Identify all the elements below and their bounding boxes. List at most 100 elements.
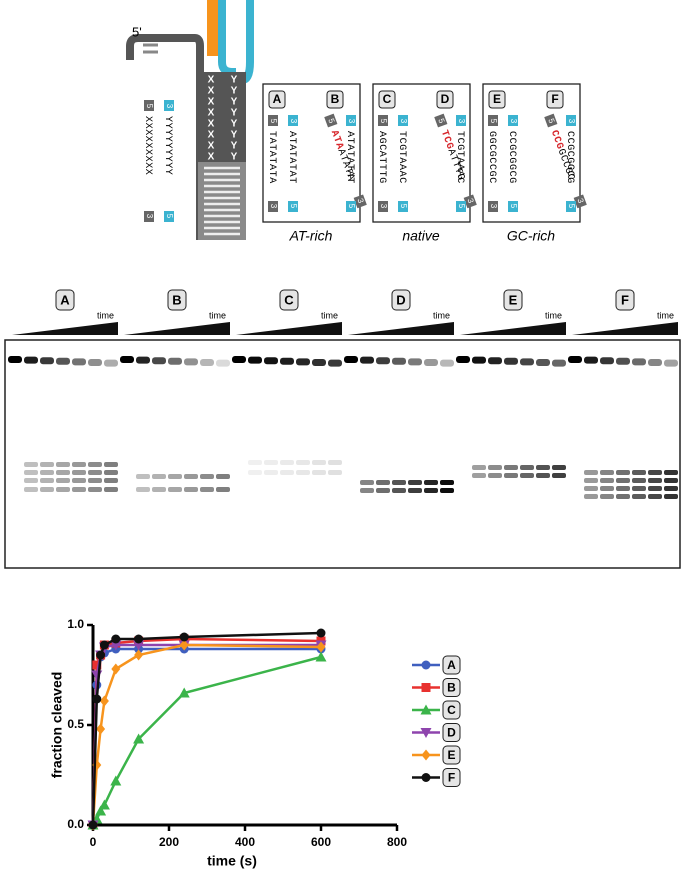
strand-sequence: GGCGCCGC [486, 131, 497, 184]
y-tick-label: 0.5 [67, 717, 84, 731]
y-tick-label: 1.0 [67, 617, 84, 631]
band [40, 462, 54, 467]
sequence: TCGTAAAC [396, 131, 407, 184]
panel-label-box [326, 90, 344, 109]
sequence: ATATATAT [286, 131, 297, 184]
legend-label: E [447, 748, 455, 762]
band [472, 473, 486, 478]
strand-end [566, 115, 576, 126]
panel-label: F [551, 92, 558, 106]
strand-end [164, 100, 174, 111]
band [408, 480, 422, 485]
marker [110, 640, 122, 651]
band [216, 487, 230, 492]
lane-label-box [391, 289, 411, 311]
strand-end-label: 3 [509, 119, 518, 124]
marker [111, 663, 121, 675]
orange-strand [207, 0, 219, 56]
lane-label-box [55, 289, 75, 311]
band [72, 487, 86, 492]
panel-label-box [546, 90, 564, 109]
band [232, 356, 246, 363]
band [56, 487, 70, 492]
band [584, 478, 598, 483]
strand: 3 CCGCGGCG 5 [506, 115, 518, 212]
box-caption: GC-rich [507, 228, 555, 244]
band [568, 356, 582, 363]
box-caption: native [402, 228, 440, 244]
x-tick-label: 600 [311, 835, 331, 849]
panel-label: D [441, 92, 450, 106]
x-tick-label: 400 [235, 835, 255, 849]
marker [179, 639, 189, 651]
band [520, 473, 534, 478]
legend-label: A [447, 658, 456, 672]
band [488, 357, 502, 365]
band [88, 478, 102, 483]
marker [133, 640, 145, 651]
band [440, 359, 454, 367]
time-label: time [97, 310, 114, 320]
band [264, 470, 278, 475]
band [24, 487, 38, 492]
sequence: XXXXXXXXX [142, 116, 153, 175]
band [88, 462, 102, 467]
band [360, 480, 374, 485]
helix-top [198, 72, 246, 162]
band [200, 487, 214, 492]
band [104, 359, 118, 367]
panel-label: C [383, 92, 392, 106]
marker [316, 628, 326, 638]
strand-sequence: ATATATAT [344, 131, 355, 184]
strand-end [324, 113, 338, 128]
band [616, 486, 630, 491]
band [472, 356, 486, 364]
strand-end [346, 201, 356, 212]
band [280, 460, 294, 465]
band [664, 486, 678, 491]
marker [88, 820, 98, 830]
band [360, 488, 374, 493]
band [72, 358, 86, 366]
rungs: X Y X Y X Y X Y X Y X Y X Y X Y [204, 75, 240, 236]
strand-end [488, 115, 498, 126]
band [296, 460, 310, 465]
box-caption: AT-rich [289, 228, 333, 244]
marker [99, 695, 109, 707]
marker [110, 775, 122, 786]
band [280, 357, 294, 365]
strand-end-label: 3 [567, 119, 576, 124]
sequence: CCGCGGCG [564, 131, 575, 184]
five-prime: 5' [132, 24, 142, 39]
band [584, 470, 598, 475]
band [376, 488, 390, 493]
panel-label: E [493, 92, 501, 106]
band [664, 478, 678, 483]
band [40, 357, 54, 365]
strand-end [378, 115, 388, 126]
marker [178, 687, 190, 698]
strand: 5 TATATATA 3 [266, 115, 278, 212]
strand: 5 XXXXXXXXX 3 [142, 100, 154, 222]
band [424, 359, 438, 366]
strand-end-label: 5 [399, 204, 408, 209]
band [280, 470, 294, 475]
marker [134, 649, 144, 661]
band [152, 474, 166, 479]
band [360, 356, 374, 364]
helix-letter: Y [231, 86, 238, 97]
helix-letter: X [208, 75, 215, 86]
strand-sequence: TCGTAAAC [454, 131, 465, 184]
band [600, 470, 614, 475]
dna-schematic: X Y X Y X Y X Y X Y X Y X Y X Y 5' [126, 0, 254, 240]
band [264, 460, 278, 465]
time-label: time [209, 310, 226, 320]
y-axis-label: fraction cleaved [49, 672, 65, 779]
strand-end [378, 201, 388, 212]
gel-frame [4, 339, 681, 569]
band [520, 465, 534, 470]
helix-letter: Y [231, 141, 238, 152]
strand-end-label: 5 [546, 117, 556, 125]
marker [96, 723, 106, 735]
band [184, 358, 198, 366]
